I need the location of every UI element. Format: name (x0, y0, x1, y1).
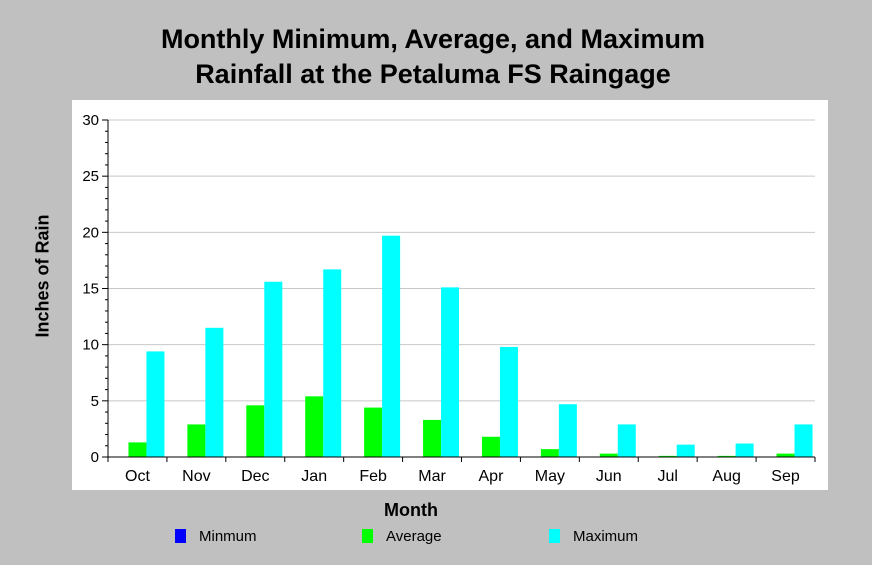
x-tick-label: Sep (771, 468, 800, 485)
bar-maximum-aug (735, 443, 754, 457)
x-tick-label: Aug (712, 468, 740, 485)
y-tick-label: 10 (82, 337, 99, 354)
bar-maximum-jan (323, 269, 342, 457)
y-tick-label: 30 (82, 112, 99, 129)
x-tick-label: Oct (125, 468, 150, 485)
y-axis-label: Inches of Rain (32, 214, 53, 338)
legend-label: Maximum (573, 527, 639, 545)
bar-maximum-may (558, 404, 577, 457)
legend-swatch (362, 529, 373, 543)
tick-labels: 0 5 10 15 20 25 30 Oct Nov Dec Jan Feb Mar Apr May Jun J… (82, 112, 800, 485)
bar-average-mar (423, 419, 442, 457)
x-tick-label: Jul (657, 468, 677, 485)
bar-average-may (540, 449, 559, 457)
bar-average-nov (187, 424, 206, 457)
bar-average-aug (717, 455, 736, 457)
x-tick-label: Jun (596, 468, 622, 485)
bar-maximum-feb (382, 235, 401, 457)
gridlines (108, 119, 815, 402)
bar-maximum-dec (264, 281, 283, 457)
bar-maximum-mar (441, 287, 460, 457)
legend-label: Average (386, 527, 442, 545)
bar-average-oct (128, 442, 147, 457)
y-tick-label: 15 (82, 281, 99, 298)
y-tick-label: 20 (82, 224, 99, 241)
legend-swatch (549, 529, 560, 543)
y-tick-label: 25 (82, 168, 99, 185)
axes (102, 119, 816, 462)
bar-maximum-oct (146, 351, 165, 457)
x-axis-label: Month (384, 500, 438, 520)
legend-item-average: Average (362, 526, 442, 546)
x-tick-label: Dec (241, 468, 269, 485)
legend-swatch (175, 529, 186, 543)
y-tick-label: 0 (91, 449, 99, 466)
x-tick-label: Nov (182, 468, 210, 485)
chart-title-line-1: Monthly Minimum, Average, and Maximum (160, 24, 706, 54)
bar-average-dec (246, 405, 265, 457)
bar-average-jul (658, 455, 677, 457)
y-tick-label: 5 (91, 393, 99, 410)
x-tick-label: Feb (359, 468, 387, 485)
legend-label: Minmum (199, 527, 257, 545)
bar-maximum-jun (617, 424, 636, 457)
bar-maximum-nov (205, 327, 224, 457)
bar-maximum-jul (676, 444, 695, 457)
bar-average-jun (599, 453, 618, 457)
bar-average-feb (364, 407, 383, 457)
bar-average-sep (776, 453, 795, 457)
bar-average-jan (305, 396, 324, 457)
x-tick-label: Jan (301, 468, 327, 485)
legend: Minmum Average Maximum (0, 526, 872, 548)
legend-item-minmum: Minmum (175, 526, 257, 546)
x-tick-label: Mar (418, 468, 446, 485)
chart-title-line-2: Rainfall at the Petaluma FS Raingage (195, 59, 671, 89)
chart-title: Monthly Minimum, Average, and Maximum Ra… (0, 22, 866, 92)
bars (128, 235, 813, 457)
bar-average-apr (481, 436, 500, 457)
bar-maximum-apr (499, 346, 518, 457)
x-tick-label: Apr (479, 468, 505, 485)
legend-item-maximum: Maximum (549, 526, 638, 546)
x-tick-label: May (535, 468, 565, 485)
bar-maximum-sep (794, 424, 813, 457)
